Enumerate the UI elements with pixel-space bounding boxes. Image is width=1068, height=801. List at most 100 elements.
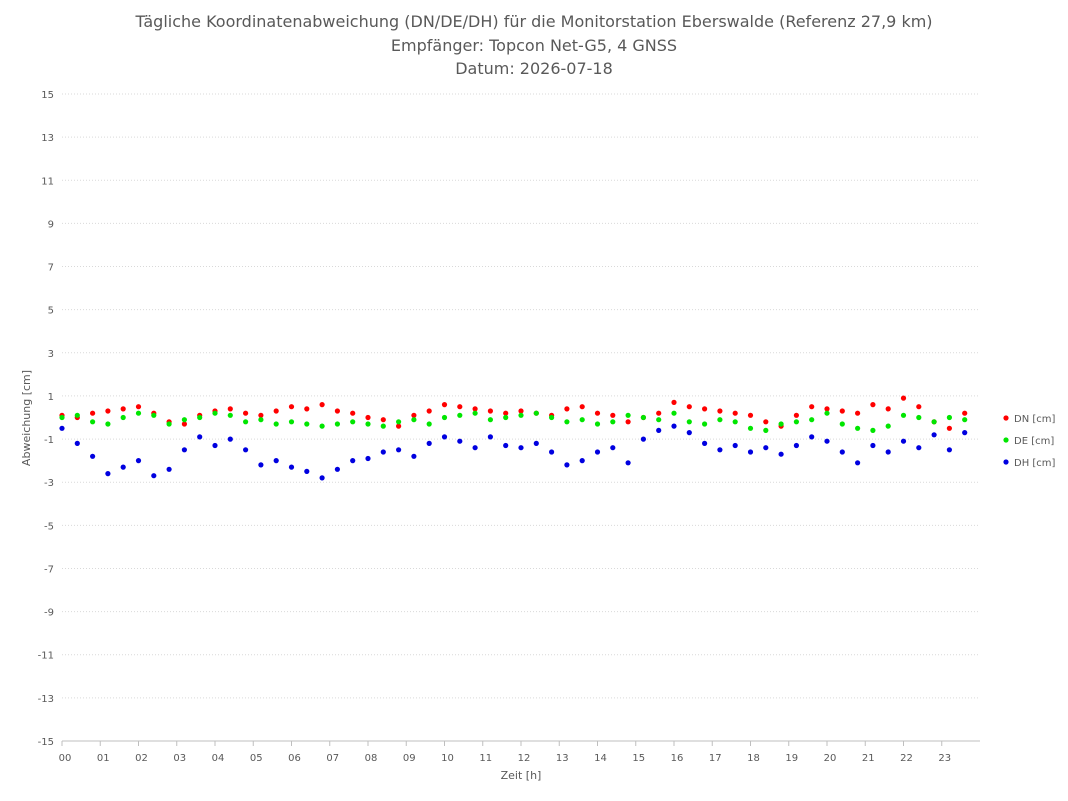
x-tick-label: 10 [441, 753, 454, 764]
point-de [900, 412, 907, 418]
point-de [227, 412, 233, 418]
point-dh [258, 462, 264, 468]
point-dn [273, 408, 279, 414]
point-dh [487, 434, 493, 440]
legend-marker [1003, 437, 1009, 443]
point-de [472, 410, 478, 416]
point-dn [702, 406, 708, 412]
point-dn [181, 421, 187, 427]
chart-date: Datum: 2026-07-18 [455, 59, 613, 78]
point-de [625, 412, 631, 418]
legend-marker [1003, 415, 1009, 421]
y-tick-label: -1 [44, 435, 54, 446]
point-de [74, 412, 80, 418]
point-dh [732, 442, 738, 449]
point-dn [105, 408, 111, 414]
point-dh [441, 434, 448, 440]
point-de [197, 414, 203, 421]
point-dh [656, 427, 662, 433]
point-de [702, 421, 708, 427]
point-de [533, 410, 539, 416]
point-de [610, 419, 616, 425]
point-dn [258, 412, 264, 418]
y-tick-label: 3 [48, 349, 54, 360]
legend: DN [cm] DE [cm] DH [cm] [1003, 414, 1056, 469]
point-de [135, 410, 142, 416]
point-dh [350, 458, 356, 464]
point-dh [151, 473, 157, 479]
point-de [946, 414, 953, 421]
point-dh [931, 432, 937, 438]
point-dn [518, 408, 524, 414]
point-dh [181, 447, 187, 453]
point-dn [135, 404, 142, 410]
point-dh [380, 449, 386, 455]
point-de [594, 421, 601, 427]
point-de [870, 427, 876, 433]
point-dh [686, 430, 692, 436]
x-tick-label: 13 [556, 753, 569, 764]
point-dh [319, 475, 325, 481]
y-tick-label: 13 [41, 133, 54, 144]
x-axis-title: Zeit [h] [501, 769, 542, 782]
point-dn [411, 412, 417, 418]
point-dn [885, 406, 891, 412]
point-de [809, 417, 815, 423]
point-dn [900, 395, 907, 401]
point-dn [656, 410, 662, 416]
point-dn [457, 404, 463, 410]
point-de [396, 419, 402, 425]
point-dh [594, 449, 601, 455]
point-de [411, 417, 417, 423]
point-dh [549, 449, 555, 455]
x-tick-label: 06 [288, 753, 301, 764]
chart-subtitle: Empfänger: Topcon Net-G5, 4 GNSS [390, 36, 678, 55]
point-de [717, 417, 723, 423]
point-dn [243, 410, 249, 416]
point-de [380, 423, 386, 429]
point-dn [962, 410, 968, 416]
point-de [105, 421, 111, 427]
point-dn [90, 410, 96, 416]
point-de [579, 417, 585, 423]
x-tick-label: 16 [671, 753, 684, 764]
legend-label: DN [cm] [1014, 414, 1056, 425]
point-de [518, 412, 524, 418]
point-dh [105, 471, 111, 477]
point-de [564, 419, 570, 425]
point-de [855, 425, 861, 431]
point-dn [304, 406, 310, 412]
x-tick-label: 11 [479, 753, 492, 764]
point-dh [702, 440, 708, 446]
point-dn [350, 410, 356, 416]
point-dh [564, 462, 570, 468]
point-dn [824, 406, 830, 412]
point-dh [916, 445, 922, 451]
point-dh [365, 455, 371, 462]
point-de [640, 414, 647, 421]
x-tick-labels: 00 01 02 03 04 05 06 07 08 09 10 11 12 13 14 15 16 17 18 19… [59, 741, 951, 764]
point-de [671, 410, 677, 416]
x-tick-label: 22 [900, 753, 913, 764]
point-dh [610, 445, 616, 451]
point-dh [763, 445, 769, 451]
point-dh [197, 434, 203, 440]
point-dh [946, 447, 953, 453]
y-tick-label: -3 [44, 478, 54, 489]
point-de [120, 414, 126, 421]
point-de [166, 421, 172, 427]
point-de [487, 417, 493, 423]
point-de [59, 414, 65, 421]
point-dn [686, 404, 692, 410]
point-dh [411, 453, 417, 459]
point-dn [809, 404, 815, 410]
point-dn [472, 406, 478, 412]
point-de [549, 414, 555, 421]
point-dh [304, 468, 310, 474]
point-dn [426, 408, 432, 414]
point-de [426, 421, 432, 427]
y-tick-label: -15 [38, 737, 54, 748]
point-dn [594, 410, 601, 416]
